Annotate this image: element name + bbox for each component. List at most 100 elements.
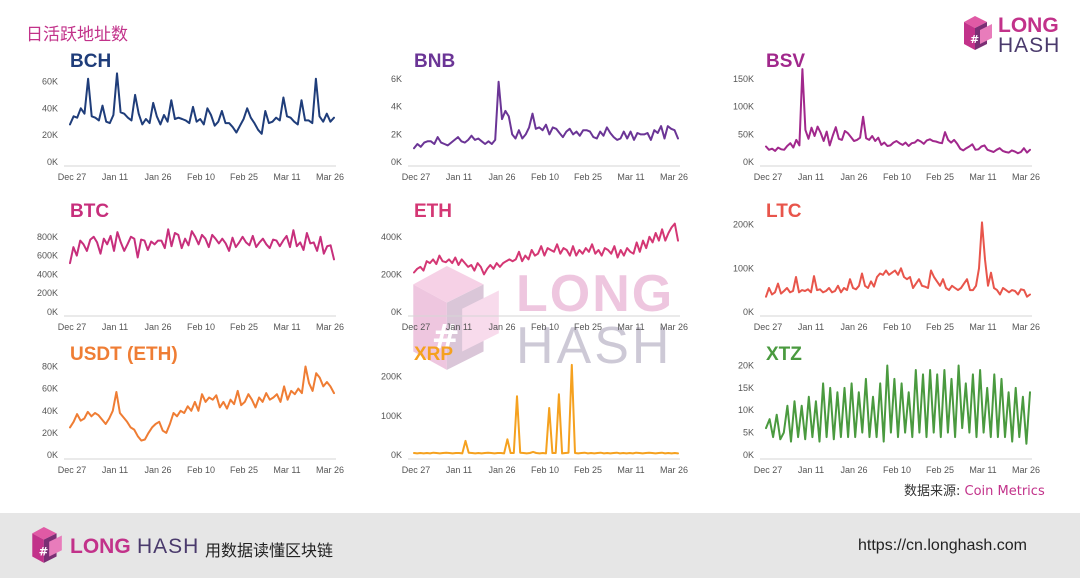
chart-xtz: XTZ 0K 5K 10K 15K 20K Dec 27 Jan 11 Jan 26 Feb 10… xyxy=(724,343,1040,475)
x-tick-label: Jan 11 xyxy=(798,465,824,475)
chart-svg-bnb: BNB 0K 2K 4K 6K Dec 27 Jan 11 Jan 26 Feb 10 Feb 2… xyxy=(391,51,688,182)
x-tick-label: Feb 10 xyxy=(883,172,911,182)
x-tick-label: Jan 26 xyxy=(488,322,515,332)
x-tick-label: Feb 10 xyxy=(187,465,215,475)
chart-svg-xrp: XRP 0K 100K 200K Dec 27 Jan 11 Jan 26 Feb 10 Feb… xyxy=(381,344,688,475)
x-tick-label: Mar 11 xyxy=(273,172,300,182)
footer-slogan: 用数据读懂区块链 xyxy=(205,541,334,560)
series-line-eth xyxy=(413,222,679,276)
x-tick-label: Dec 27 xyxy=(754,172,783,182)
x-tick-label: Mar 11 xyxy=(273,465,300,475)
chart-svg-usdt-eth: USDT (ETH) 0K 20K 40K 60K 80K Dec 27 Jan 11 Jan … xyxy=(42,344,344,475)
x-tick-label: Jan 26 xyxy=(488,465,515,475)
series-line-bch xyxy=(69,72,335,135)
x-tick-label: Dec 27 xyxy=(754,322,783,332)
series-line-usdt-eth xyxy=(69,365,335,442)
x-tick-label: Mar 26 xyxy=(1012,322,1040,332)
y-tick-label: 600K xyxy=(37,251,58,261)
x-tick-label: Jan 11 xyxy=(446,322,472,332)
x-tick-label: Feb 10 xyxy=(531,322,559,332)
chart-svg-bch: BCH 0K 20K 40K 60K Dec 27 Jan 11 Jan 26 Feb 10 Fe… xyxy=(42,51,344,182)
footer-logo-hash: HASH xyxy=(137,535,200,558)
x-tick-label: Feb 25 xyxy=(230,465,258,475)
chart-svg-btc: BTC 0K 200K 400K 600K 800K Dec 27 Jan 11 Jan 26 F… xyxy=(37,201,344,332)
x-tick-label: Jan 26 xyxy=(144,172,171,182)
y-tick-label: 20K xyxy=(42,428,58,438)
x-tick-label: Jan 11 xyxy=(102,172,128,182)
y-tick-label: 15K xyxy=(738,383,754,393)
y-tick-label: 200K xyxy=(37,288,58,298)
x-tick-label: Jan 11 xyxy=(798,172,824,182)
x-tick-label: Mar 26 xyxy=(1012,172,1040,182)
logo-word-long: LONG xyxy=(998,14,1059,37)
chart-title: BCH xyxy=(70,51,111,72)
y-tick-label: 4K xyxy=(391,102,402,112)
source-label: 数据来源: xyxy=(904,484,965,499)
chart-svg-eth: ETH 0K 200K 400K Dec 27 Jan 11 Jan 26 Feb 10 Feb… xyxy=(381,201,688,332)
x-tick-label: Mar 11 xyxy=(969,465,996,475)
chart-title: XRP xyxy=(414,344,453,365)
y-tick-label: 400K xyxy=(37,269,58,279)
x-tick-label: Mar 26 xyxy=(660,465,688,475)
chart-title: USDT (ETH) xyxy=(70,344,178,365)
x-tick-label: Mar 26 xyxy=(660,322,688,332)
svg-text:#: # xyxy=(970,33,979,46)
y-tick-label: 100K xyxy=(381,411,402,421)
y-tick-label: 60K xyxy=(42,76,58,86)
y-tick-label: 200K xyxy=(381,269,402,279)
y-tick-label: 0K xyxy=(47,450,58,460)
y-tick-label: 100K xyxy=(733,102,754,112)
y-tick-label: 0K xyxy=(391,157,402,167)
x-tick-label: Jan 11 xyxy=(446,465,472,475)
x-tick-label: Dec 27 xyxy=(58,465,87,475)
x-tick-label: Feb 25 xyxy=(230,172,258,182)
x-tick-label: Feb 25 xyxy=(926,322,954,332)
y-tick-label: 100K xyxy=(733,263,754,273)
series-line-xtz xyxy=(765,364,1031,445)
x-tick-label: Jan 11 xyxy=(102,465,128,475)
chart-title: LTC xyxy=(766,201,802,222)
series-line-bsv xyxy=(765,68,1031,155)
y-tick-label: 0K xyxy=(743,450,754,460)
chart-usdt-eth: USDT (ETH) 0K 20K 40K 60K 80K Dec 27 Jan 11 Jan … xyxy=(28,343,344,475)
x-tick-label: Jan 11 xyxy=(798,322,824,332)
y-tick-label: 2K xyxy=(391,129,402,139)
chart-title: BTC xyxy=(70,201,109,222)
y-tick-label: 40K xyxy=(42,406,58,416)
x-tick-label: Mar 11 xyxy=(969,172,996,182)
x-tick-label: Mar 11 xyxy=(617,465,644,475)
y-tick-label: 0K xyxy=(391,450,402,460)
y-tick-label: 10K xyxy=(738,405,754,415)
y-tick-label: 400K xyxy=(381,232,402,242)
chart-eth: ETH 0K 200K 400K Dec 27 Jan 11 Jan 26 Feb 10 Feb… xyxy=(372,200,688,332)
chart-title: BSV xyxy=(766,51,805,72)
brand-logo[interactable]: # LONG HASH xyxy=(960,14,1060,58)
x-tick-label: Dec 27 xyxy=(402,465,431,475)
x-tick-label: Mar 11 xyxy=(969,322,996,332)
x-tick-label: Dec 27 xyxy=(58,322,87,332)
x-tick-label: Feb 25 xyxy=(230,322,258,332)
y-tick-label: 50K xyxy=(738,129,754,139)
x-tick-label: Feb 10 xyxy=(187,172,215,182)
y-tick-label: 150K xyxy=(733,74,754,84)
x-tick-label: Mar 26 xyxy=(316,172,344,182)
y-tick-label: 6K xyxy=(391,74,402,84)
source-link[interactable]: Coin Metrics xyxy=(964,484,1045,499)
y-tick-label: 0K xyxy=(743,307,754,317)
series-line-xrp xyxy=(413,363,679,455)
chart-xrp: XRP 0K 100K 200K Dec 27 Jan 11 Jan 26 Feb 10 Feb… xyxy=(372,343,688,475)
chart-bch: BCH 0K 20K 40K 60K Dec 27 Jan 11 Jan 26 Feb 10 Fe… xyxy=(28,50,344,182)
series-line-btc xyxy=(69,228,335,265)
footer-logo-icon: # xyxy=(32,527,62,563)
x-tick-label: Jan 26 xyxy=(840,172,867,182)
x-tick-label: Feb 10 xyxy=(531,172,559,182)
x-tick-label: Mar 11 xyxy=(273,322,300,332)
y-tick-label: 5K xyxy=(743,428,754,438)
footer-url-link[interactable]: https://cn.longhash.com xyxy=(858,537,1027,554)
y-tick-label: 0K xyxy=(743,157,754,167)
y-tick-label: 80K xyxy=(42,362,58,372)
y-tick-label: 800K xyxy=(37,232,58,242)
x-tick-label: Feb 25 xyxy=(926,172,954,182)
footer-bar: # LONG HASH 用数据读懂区块链 https://cn.longhash… xyxy=(0,513,1080,578)
chart-bsv: BSV 0K 50K 100K 150K Dec 27 Jan 11 Jan 26 Feb 10… xyxy=(724,50,1040,182)
